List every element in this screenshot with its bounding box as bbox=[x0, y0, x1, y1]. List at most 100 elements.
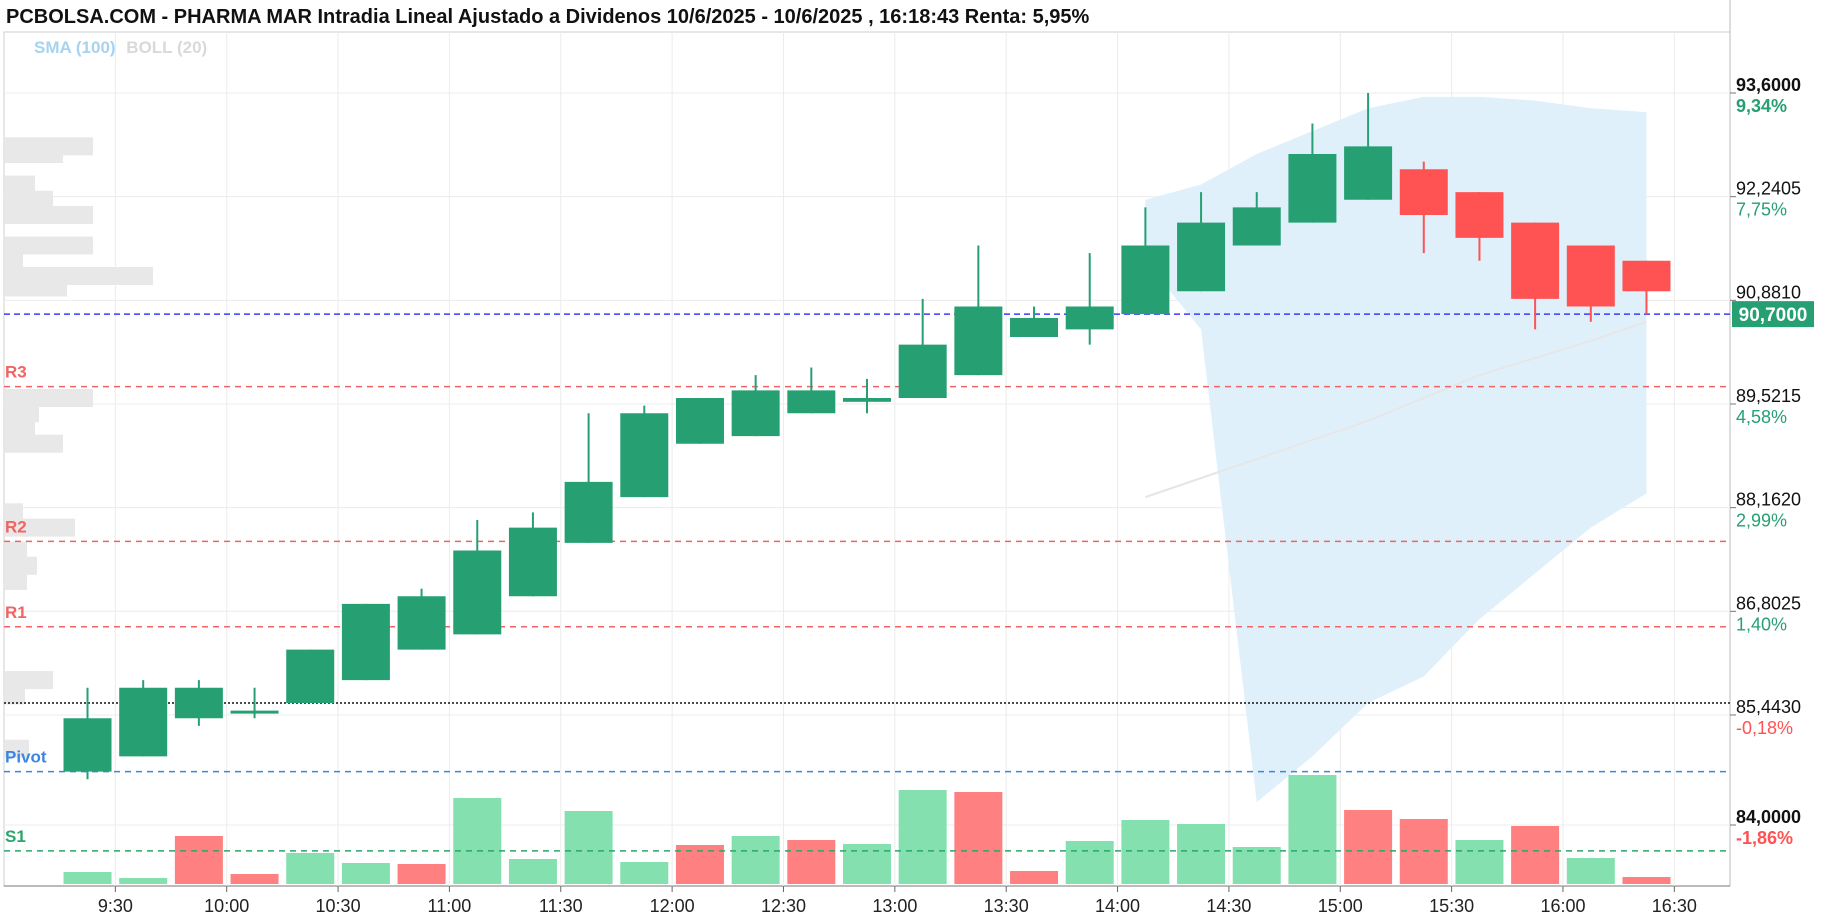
sma-line bbox=[1145, 320, 1647, 499]
x-tick-label: 11:30 bbox=[539, 896, 583, 916]
candle bbox=[1177, 192, 1226, 292]
volume-bar bbox=[63, 872, 112, 884]
candle-body bbox=[508, 527, 557, 597]
candle bbox=[1344, 93, 1393, 200]
volume-profile-bar bbox=[5, 419, 35, 438]
candle bbox=[564, 413, 613, 543]
candle-body bbox=[620, 413, 669, 498]
candle-body bbox=[119, 687, 168, 757]
volume-profile-bar bbox=[5, 503, 23, 522]
candle bbox=[1065, 253, 1114, 345]
candle-body bbox=[843, 398, 891, 402]
candle bbox=[508, 512, 557, 597]
candle-body bbox=[1566, 245, 1615, 307]
candle bbox=[954, 245, 1003, 376]
y-tick-percent: -1,86% bbox=[1736, 828, 1793, 848]
candle-body bbox=[1232, 207, 1281, 246]
y-tick-label: 84,0000 bbox=[1736, 807, 1801, 827]
candle bbox=[1010, 306, 1059, 337]
x-tick-label: 11:00 bbox=[428, 896, 472, 916]
candle bbox=[341, 603, 390, 681]
candle bbox=[1455, 192, 1504, 261]
x-tick-label: 14:30 bbox=[1206, 896, 1251, 916]
last-price-label: 90,7000 bbox=[1739, 305, 1808, 326]
candle-body bbox=[1622, 260, 1671, 292]
y-tick-percent: 7,75% bbox=[1736, 200, 1787, 220]
volume-bar bbox=[1344, 810, 1393, 884]
x-tick-label: 14:00 bbox=[1095, 896, 1140, 916]
candle bbox=[843, 378, 891, 414]
volume-bar bbox=[341, 863, 390, 884]
x-tick-label: 12:00 bbox=[650, 896, 695, 916]
x-tick-label: 15:00 bbox=[1318, 896, 1363, 916]
candle-body bbox=[1455, 192, 1504, 238]
x-tick-label: 15:30 bbox=[1429, 896, 1474, 916]
volume-bar bbox=[1177, 824, 1226, 884]
volume-profile-bar bbox=[5, 541, 27, 560]
legend-sma[interactable]: SMA (100) bbox=[34, 38, 116, 57]
candle-body bbox=[731, 390, 780, 437]
volume-bar bbox=[286, 853, 335, 884]
volume-bar bbox=[564, 811, 613, 884]
volume-bar bbox=[898, 790, 947, 884]
candle bbox=[898, 298, 947, 398]
x-tick-label: 13:30 bbox=[984, 896, 1029, 916]
candle bbox=[731, 375, 780, 437]
candle bbox=[620, 405, 669, 498]
candle bbox=[1121, 207, 1170, 315]
volume-bar bbox=[1455, 840, 1504, 884]
volume-profile-bar bbox=[5, 175, 35, 194]
x-tick-label: 16:00 bbox=[1540, 896, 1585, 916]
candle-body bbox=[675, 398, 724, 444]
candle bbox=[1399, 161, 1448, 254]
volume-profile-bar bbox=[5, 251, 23, 270]
volume-profile-bar bbox=[5, 434, 63, 453]
volume-bar bbox=[787, 840, 836, 884]
candle bbox=[787, 367, 836, 414]
volume-profile-bar bbox=[5, 686, 25, 705]
y-tick-percent: 4,58% bbox=[1736, 407, 1787, 427]
bollinger-band bbox=[1145, 96, 1647, 803]
y-tick-label: 89,5215 bbox=[1736, 386, 1801, 406]
volume-bar bbox=[731, 836, 780, 884]
candle bbox=[286, 649, 335, 703]
candle bbox=[1566, 245, 1615, 322]
volume-profile-bar bbox=[5, 236, 93, 255]
candle-body bbox=[1065, 306, 1114, 330]
volume-bar bbox=[1622, 877, 1671, 884]
y-tick-label: 93,6000 bbox=[1736, 75, 1801, 95]
level-label-r3: R3 bbox=[5, 363, 27, 382]
candle bbox=[1288, 123, 1337, 223]
candle-body bbox=[1010, 317, 1059, 337]
candle-body bbox=[1344, 146, 1393, 200]
volume-bar bbox=[508, 859, 557, 884]
candle-body bbox=[63, 718, 112, 772]
y-tick-label: 88,1620 bbox=[1736, 490, 1801, 510]
x-tick-label: 10:00 bbox=[204, 896, 249, 916]
volume-bar bbox=[174, 836, 223, 884]
y-tick-percent: 9,34% bbox=[1736, 96, 1787, 116]
level-label-r2: R2 bbox=[5, 517, 27, 536]
candle-body bbox=[1177, 222, 1226, 292]
chart-title: PCBOLSA.COM - PHARMA MAR Intradia Lineal… bbox=[6, 6, 1090, 28]
y-tick-percent: 1,40% bbox=[1736, 614, 1787, 634]
candle bbox=[1511, 222, 1560, 330]
candle-body bbox=[1399, 169, 1448, 215]
volume-bar bbox=[1121, 820, 1170, 884]
y-tick-percent: 2,99% bbox=[1736, 511, 1787, 531]
candle-body bbox=[230, 710, 279, 714]
volume-bar bbox=[119, 878, 168, 884]
candle-body bbox=[341, 603, 390, 681]
candle-body bbox=[174, 687, 223, 719]
candle-body bbox=[787, 390, 836, 414]
volume-profile-bar bbox=[5, 145, 63, 163]
candle bbox=[174, 680, 223, 726]
volume-bar bbox=[620, 862, 669, 884]
last-price-badge bbox=[1732, 301, 1814, 328]
volume-bar bbox=[954, 792, 1003, 884]
candle-body bbox=[564, 481, 613, 543]
legend-boll[interactable]: BOLL (20) bbox=[126, 38, 208, 57]
volume-bar bbox=[1010, 871, 1059, 884]
